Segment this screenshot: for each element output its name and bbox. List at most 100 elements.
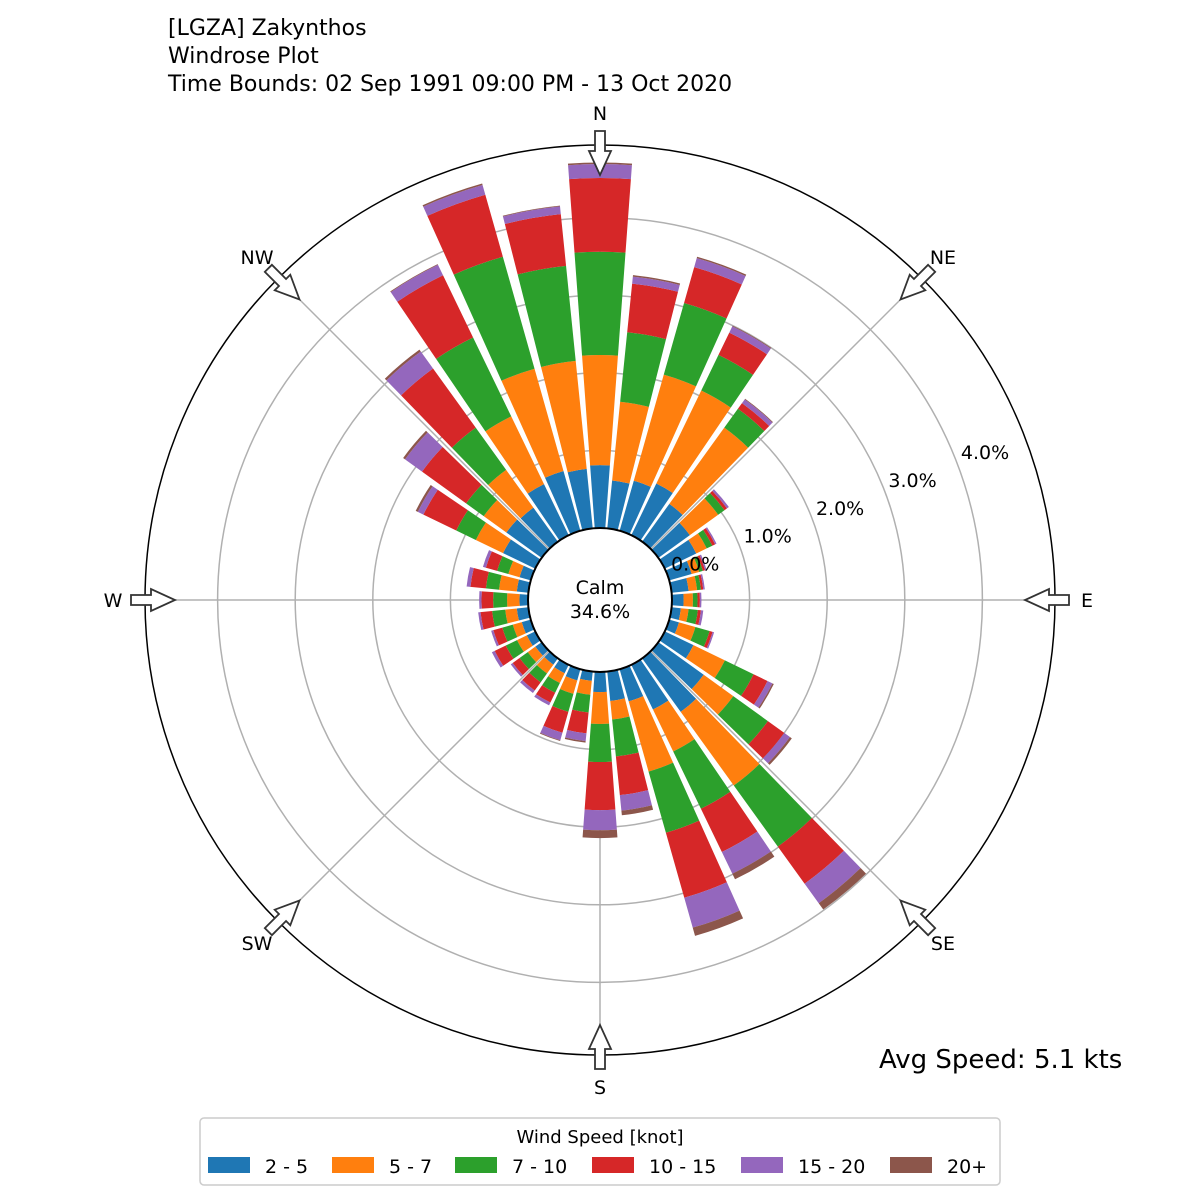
legend-label: 2 - 5 — [265, 1156, 308, 1178]
bar-segment-120deg-bin-4 — [753, 680, 773, 708]
bar-segment-290deg-bin-4 — [482, 550, 492, 568]
bar-segment-120deg-bin-2 — [714, 660, 754, 696]
bar-segment-160deg-bin-1 — [628, 696, 674, 772]
bar-segment-250deg-bin-3 — [493, 627, 508, 646]
bar-segment-170deg-bin-5 — [621, 805, 654, 816]
bar-segment-10deg-bin-1 — [612, 401, 649, 484]
bar-segment-170deg-bin-4 — [619, 790, 652, 811]
bar-segment-160deg-bin-5 — [692, 910, 744, 936]
bar-segment-100deg-bin-3 — [695, 609, 701, 625]
legend-swatch — [208, 1157, 250, 1173]
bar-segment-50deg-bin-4 — [712, 489, 729, 509]
bar-segment-160deg-bin-3 — [665, 820, 727, 898]
bar-segment-350deg-bin-4 — [502, 206, 561, 225]
bar-segment-80deg-bin-0 — [669, 578, 689, 593]
compass-arrow-icon — [1022, 587, 1070, 613]
bar-segment-150deg-bin-3 — [700, 791, 758, 853]
compass-arrow-icon — [263, 898, 302, 937]
bar-segment-170deg-bin-2 — [612, 716, 639, 757]
compass-label-sw: SW — [242, 933, 273, 955]
bar-segment-80deg-bin-4 — [700, 574, 705, 590]
bar-segment-240deg-bin-3 — [494, 645, 514, 666]
bar-segment-180deg-bin-1 — [590, 691, 610, 724]
legend-label: 7 - 10 — [512, 1156, 567, 1178]
bar-segment-150deg-bin-2 — [673, 739, 731, 809]
bar-segment-270deg-bin-0 — [519, 594, 529, 606]
radial-tick-label: 3.0% — [888, 470, 936, 492]
bar-segment-220deg-bin-3 — [522, 672, 541, 691]
bar-segment-110deg-bin-3 — [703, 631, 713, 648]
bar-segment-90deg-bin-2 — [692, 592, 698, 608]
arrow-shape — [1022, 587, 1070, 613]
bar-segment-160deg-bin-0 — [619, 665, 644, 702]
bar-segment-270deg-bin-3 — [481, 591, 494, 609]
bar-segment-30deg-bin-4 — [729, 326, 771, 355]
compass-label-se: SE — [931, 933, 955, 955]
bar-segment-220deg-bin-2 — [529, 664, 547, 683]
bar-segment-120deg-bin-3 — [741, 674, 768, 705]
bar-segment-70deg-bin-1 — [686, 557, 700, 575]
bar-segment-170deg-bin-3 — [615, 752, 649, 796]
legend-swatch — [741, 1157, 783, 1173]
calm-circle — [527, 527, 673, 673]
radial-tick-labels: 0.0% 1.0% 2.0% 3.0% 4.0% — [671, 442, 1009, 575]
bar-segment-80deg-bin-3 — [698, 574, 704, 590]
bar-segment-230deg-bin-4 — [510, 662, 523, 677]
bar-segment-40deg-bin-4 — [741, 399, 773, 426]
bar-segment-30deg-bin-3 — [718, 332, 767, 375]
bar-segment-50deg-bin-2 — [704, 492, 725, 515]
bar-segment-200deg-bin-3 — [543, 706, 569, 733]
bar-segment-200deg-bin-0 — [565, 665, 581, 681]
bar-segment-300deg-bin-3 — [423, 489, 468, 531]
bar-segment-300deg-bin-5 — [415, 484, 433, 512]
bar-segment-10deg-bin-3 — [627, 283, 679, 340]
legend-label: 10 - 15 — [649, 1156, 716, 1178]
legend: Wind Speed [knot] 2 - 5 5 - 7 7 - 10 10 - 1… — [199, 1117, 1001, 1186]
bar-segment-60deg-bin-2 — [698, 529, 713, 549]
bar-segment-230deg-bin-0 — [535, 642, 549, 656]
bar-segment-280deg-bin-0 — [516, 579, 531, 593]
bar-segment-110deg-bin-2 — [690, 626, 710, 647]
bar-segment-20deg-bin-3 — [684, 267, 742, 319]
bar-segment-160deg-bin-4 — [684, 882, 740, 928]
bar-segment-290deg-bin-2 — [497, 556, 514, 575]
bar-segment-50deg-bin-3 — [710, 490, 727, 511]
compass-label-nw: NW — [241, 247, 274, 269]
bar-segment-200deg-bin-5 — [539, 732, 561, 741]
legend-item: 15 - 20 — [741, 1156, 865, 1178]
bar-segment-30deg-bin-2 — [701, 354, 754, 408]
bar-segment-10deg-bin-4 — [632, 276, 680, 292]
bar-segment-330deg-bin-3 — [397, 275, 474, 359]
bar-segment-20deg-bin-1 — [633, 374, 696, 487]
bar-segment-130deg-bin-0 — [651, 642, 704, 690]
bar-segment-340deg-bin-5 — [422, 183, 483, 207]
bar-segment-190deg-bin-4 — [565, 729, 587, 742]
bar-segment-100deg-bin-4 — [698, 610, 704, 626]
bar-segment-130deg-bin-2 — [717, 696, 768, 745]
bar-segment-100deg-bin-2 — [686, 609, 698, 625]
bar-segment-340deg-bin-1 — [501, 368, 564, 478]
compass-arrow-icon — [898, 898, 937, 937]
bar-segment-260deg-bin-1 — [505, 608, 519, 624]
bar-segment-290deg-bin-1 — [508, 560, 524, 578]
bar-segment-220deg-bin-4 — [520, 679, 535, 694]
bar-segment-200deg-bin-2 — [552, 689, 574, 712]
bar-segment-70deg-bin-4 — [699, 554, 707, 571]
bar-segment-300deg-bin-4 — [417, 486, 438, 515]
legend-title: Wind Speed [knot] — [516, 1127, 683, 1148]
bar-segment-230deg-bin-3 — [512, 658, 529, 676]
bar-segment-100deg-bin-1 — [678, 608, 689, 622]
bar-segment-350deg-bin-2 — [517, 265, 576, 367]
bar-segment-350deg-bin-3 — [504, 214, 567, 275]
bar-segment-20deg-bin-5 — [696, 256, 747, 276]
bar-segment-180deg-bin-3 — [584, 761, 616, 811]
compass-arrow-icon — [587, 130, 613, 178]
compass-arrow-icon — [130, 587, 178, 613]
bar-segment-210deg-bin-1 — [548, 667, 565, 683]
bar-segment-90deg-bin-1 — [683, 593, 693, 607]
bar-segment-20deg-bin-0 — [619, 480, 651, 535]
bar-segment-250deg-bin-2 — [502, 624, 518, 642]
legend-box — [199, 1117, 1001, 1186]
bar-segment-30deg-bin-0 — [631, 483, 673, 541]
bar-segment-340deg-bin-0 — [545, 470, 581, 535]
